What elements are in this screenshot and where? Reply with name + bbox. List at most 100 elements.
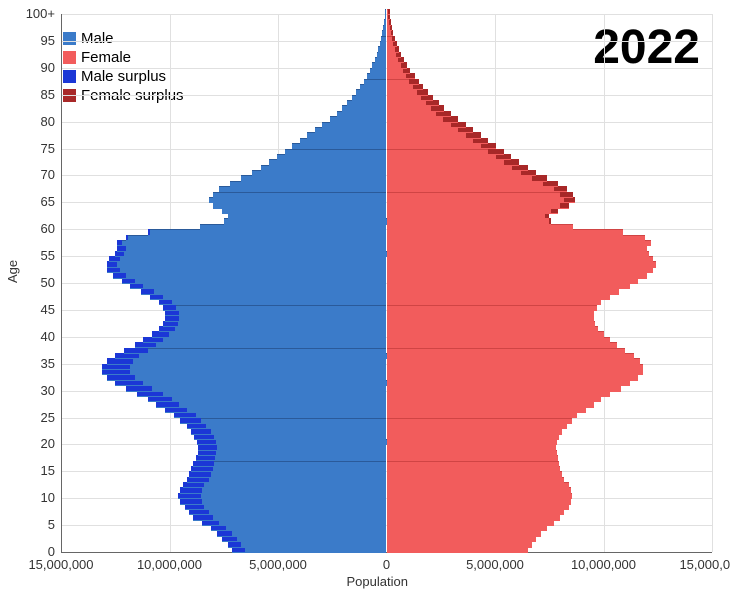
x-axis-label: Population xyxy=(347,574,408,589)
male-bar xyxy=(352,95,387,101)
female-bar xyxy=(387,541,532,547)
female-bar xyxy=(387,358,641,364)
male-bar xyxy=(102,369,386,375)
male-bar xyxy=(137,391,387,397)
male-surplus-bar xyxy=(117,240,121,245)
female-bar xyxy=(387,396,602,402)
age-row xyxy=(0,62,730,67)
male-bar xyxy=(193,461,386,467)
female-bar xyxy=(387,192,574,198)
male-bar xyxy=(252,170,387,176)
female-bar xyxy=(387,471,563,477)
female-bar xyxy=(387,509,565,515)
male-bar xyxy=(377,52,387,58)
female-bar xyxy=(387,461,560,467)
age-row xyxy=(0,19,730,24)
male-bar xyxy=(107,267,387,273)
male-bar xyxy=(126,235,386,241)
male-bar xyxy=(191,428,386,434)
female-bar xyxy=(387,213,550,219)
female-bar xyxy=(387,530,541,536)
female-bar xyxy=(387,455,558,461)
male-surplus-bar xyxy=(126,235,128,240)
male-bar xyxy=(224,218,387,224)
female-bar xyxy=(387,477,565,483)
male-bar xyxy=(141,288,386,294)
age-row xyxy=(0,41,730,46)
male-bar xyxy=(180,498,386,504)
female-bar xyxy=(387,326,599,332)
male-bar xyxy=(189,509,386,515)
female-bar xyxy=(387,364,643,370)
female-bar xyxy=(387,337,611,343)
x-tick-label: 5,000,000 xyxy=(450,557,540,572)
male-bar xyxy=(372,62,386,68)
female-bar xyxy=(387,159,519,165)
male-bar xyxy=(330,116,386,122)
female-bar xyxy=(387,256,654,262)
age-row xyxy=(0,79,730,84)
female-bar xyxy=(387,525,548,531)
male-bar xyxy=(165,315,386,321)
male-bar xyxy=(285,149,387,155)
male-bar xyxy=(198,444,387,450)
x-tick-label: 15,000,000 xyxy=(16,557,106,572)
age-row xyxy=(0,14,730,19)
male-bar xyxy=(135,342,387,348)
male-bar xyxy=(202,520,386,526)
female-bar xyxy=(387,348,626,354)
male-bar xyxy=(219,186,386,192)
female-bar xyxy=(387,229,624,235)
female-bar xyxy=(387,175,548,181)
male-bar xyxy=(200,224,387,230)
male-bar xyxy=(322,122,386,128)
x-tick-label: 5,000,000 xyxy=(233,557,323,572)
male-bar xyxy=(198,450,387,456)
female-bar xyxy=(387,466,561,472)
male-bar xyxy=(180,418,386,424)
x-tick-label: 10,000,000 xyxy=(125,557,215,572)
male-bar xyxy=(194,434,386,440)
male-bar xyxy=(261,165,387,171)
male-bar xyxy=(107,261,387,267)
male-bar xyxy=(292,143,386,149)
male-bar xyxy=(269,159,386,165)
female-bar xyxy=(387,154,512,160)
male-bar xyxy=(122,278,387,284)
male-bar xyxy=(178,493,386,499)
female-bar xyxy=(387,482,569,488)
male-bar xyxy=(209,197,387,203)
female-bar xyxy=(387,439,557,445)
female-bar xyxy=(387,240,652,246)
female-bar xyxy=(387,170,537,176)
female-surplus-bar xyxy=(549,218,551,223)
male-bar xyxy=(241,175,386,181)
female-bar xyxy=(387,278,639,284)
female-bar xyxy=(387,374,639,380)
female-bar xyxy=(387,235,645,241)
female-bar xyxy=(387,218,552,224)
female-bar xyxy=(387,514,561,520)
male-bar xyxy=(228,541,386,547)
female-bar xyxy=(387,418,573,424)
male-bar xyxy=(107,374,387,380)
female-bar xyxy=(387,224,574,230)
female-bar xyxy=(387,520,554,526)
age-row xyxy=(0,57,730,62)
male-surplus-bar xyxy=(148,229,150,234)
male-bar xyxy=(152,331,386,337)
male-bar xyxy=(126,385,386,391)
female-bar xyxy=(387,288,619,294)
x-tick-label: 0 xyxy=(342,557,432,572)
female-bar xyxy=(387,536,537,542)
female-bar xyxy=(387,369,643,375)
male-bar xyxy=(232,547,386,553)
male-bar xyxy=(197,439,387,445)
male-bar xyxy=(196,455,387,461)
male-bar xyxy=(163,321,387,327)
male-bar xyxy=(356,89,386,95)
male-bar xyxy=(347,100,386,106)
male-bar xyxy=(113,272,386,278)
male-bar xyxy=(102,364,386,370)
female-bar xyxy=(387,342,617,348)
